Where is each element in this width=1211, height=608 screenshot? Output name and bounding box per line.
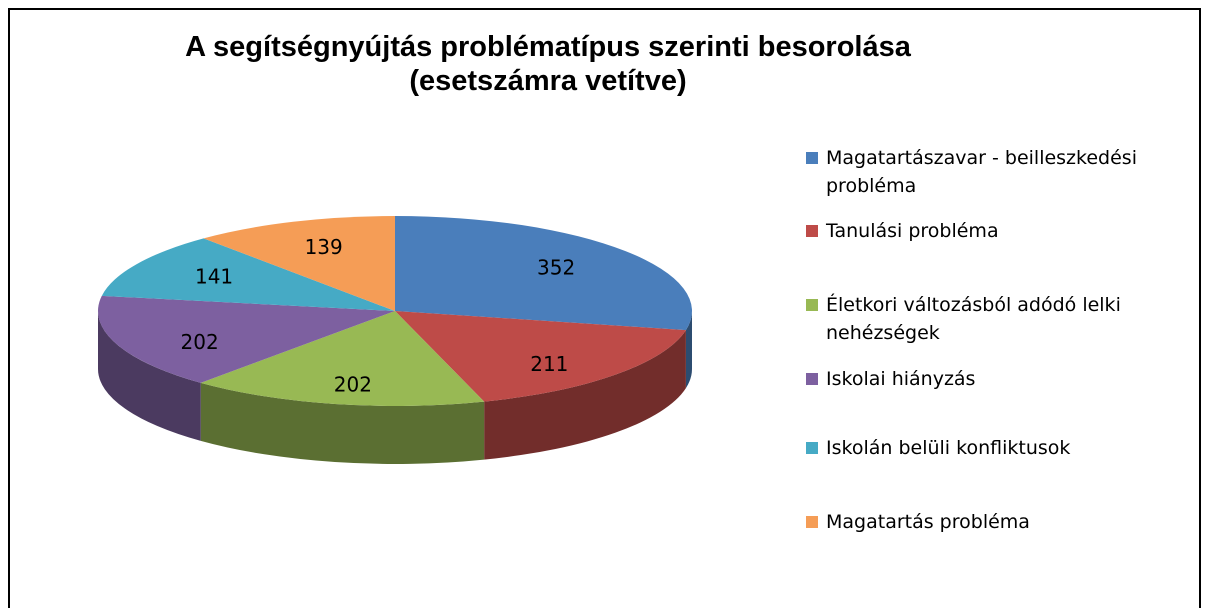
legend-label: Iskolai hiányzás bbox=[826, 368, 976, 390]
legend-swatch bbox=[806, 442, 818, 454]
legend-swatch bbox=[806, 152, 818, 164]
legend-label: Iskolán belüli konfliktusok bbox=[826, 437, 1071, 459]
legend-item: Életkori változásból adódó lelki nehézsé… bbox=[806, 291, 1156, 347]
legend-swatch bbox=[806, 373, 818, 385]
chart-frame bbox=[8, 8, 1201, 608]
chart-title: A segítségnyújtás problématípus szerinti… bbox=[185, 31, 911, 97]
legend-swatch bbox=[806, 516, 818, 528]
legend-label: Életkori változásból adódó lelki nehézsé… bbox=[826, 294, 1121, 344]
data-label: 202 bbox=[334, 373, 372, 397]
pie-slice bbox=[203, 216, 395, 311]
legend-swatch bbox=[806, 299, 818, 311]
pie-side bbox=[685, 311, 692, 389]
pie-slice bbox=[101, 238, 395, 311]
pie-side bbox=[98, 311, 201, 441]
legend-label: Magatartászavar - beilleszkedési problém… bbox=[826, 147, 1137, 197]
legend-item: Iskolai hiányzás bbox=[806, 365, 1156, 393]
legend-label: Magatartás probléma bbox=[826, 511, 1030, 533]
chart: 352 211 202 202 141 139 bbox=[98, 216, 692, 464]
legend-label: Tanulási probléma bbox=[826, 220, 999, 242]
legend-item: Iskolán belüli konfliktusok bbox=[806, 434, 1156, 462]
data-label: 211 bbox=[530, 352, 568, 376]
pie-slice bbox=[395, 311, 686, 402]
legend-swatch bbox=[806, 225, 818, 237]
data-label: 202 bbox=[181, 330, 219, 354]
legend-item: Magatartászavar - beilleszkedési problém… bbox=[806, 144, 1156, 200]
legend-item: Tanulási probléma bbox=[806, 217, 1156, 245]
pie-slice bbox=[98, 295, 395, 383]
data-label: 352 bbox=[537, 255, 575, 279]
pie-side bbox=[200, 382, 485, 464]
legend-item: Magatartás probléma bbox=[806, 508, 1156, 536]
data-label: 141 bbox=[195, 265, 233, 289]
data-label: 139 bbox=[305, 235, 343, 259]
pie-side bbox=[484, 330, 686, 460]
page: A segítségnyújtás problématípus szerinti… bbox=[8, 8, 1201, 608]
pie-slice bbox=[200, 311, 485, 406]
pie-slice bbox=[395, 216, 692, 331]
